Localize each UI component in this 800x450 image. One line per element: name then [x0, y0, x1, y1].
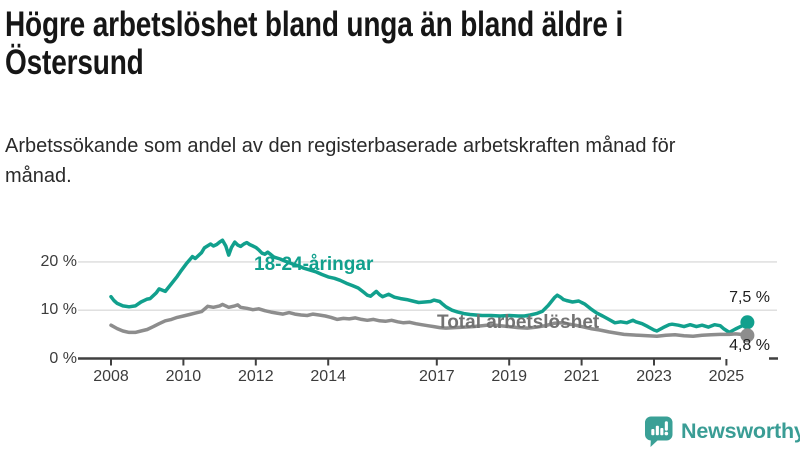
- x-tick-label: 2019: [491, 368, 527, 385]
- series-end-dot-1: [740, 328, 755, 343]
- series-label-youth: 18-24-åringar: [254, 254, 374, 275]
- series-end-dot-0: [740, 315, 755, 330]
- bar-3: [660, 427, 664, 435]
- x-tick-label: 2017: [419, 368, 455, 385]
- series-line-1: [109, 302, 750, 339]
- series-line-0: [109, 238, 750, 335]
- x-tick-label: 2010: [165, 368, 202, 385]
- exclamation-dot: [664, 431, 669, 435]
- x-tick-label: 2008: [93, 368, 129, 385]
- newsworthy-logo: Newsworthy: [645, 415, 800, 447]
- x-tick-label: 2014: [310, 368, 346, 385]
- newsworthy-icon: [645, 416, 673, 447]
- bar-2: [655, 425, 659, 435]
- x-tick-label: 2021: [563, 368, 600, 385]
- x-tick-label: 2023: [636, 368, 672, 385]
- chart-subtitle: Arbetssökande som andel av den registerb…: [5, 135, 676, 187]
- exclamation-bar: [664, 420, 668, 431]
- end-value-label-total: 4,8 %: [729, 337, 770, 354]
- y-tick-label: 20 %: [40, 252, 77, 270]
- x-tick-label: 2012: [238, 368, 274, 385]
- y-tick-label: 10 %: [40, 301, 77, 319]
- x-tick-label: 2025: [708, 368, 745, 385]
- y-tick-label: 0 %: [49, 349, 77, 367]
- newsworthy-wordmark: Newsworthy: [681, 418, 800, 443]
- bar-1: [651, 428, 655, 435]
- series-label-total: Total arbetslöshet: [437, 312, 600, 333]
- chart-title: Högre arbetslöshet bland unga än bland ä…: [5, 5, 624, 82]
- end-value-label-youth: 7,5 %: [729, 289, 770, 306]
